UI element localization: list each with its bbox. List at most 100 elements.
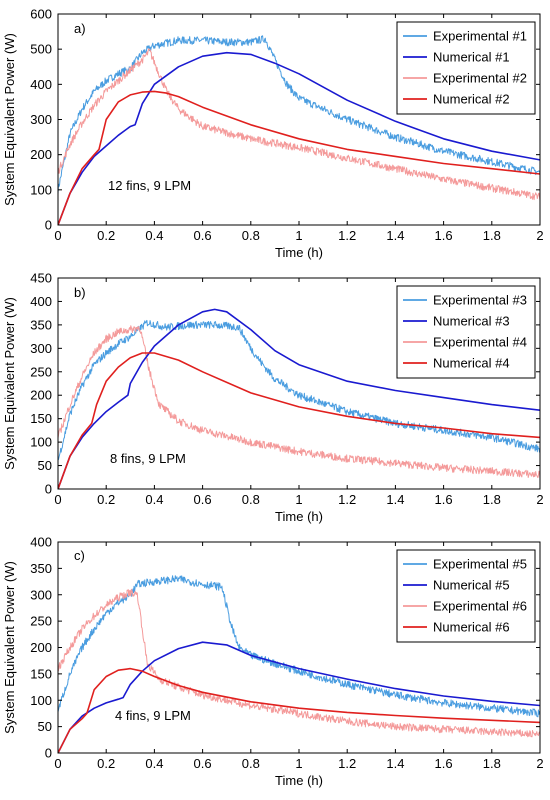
y-tick-label: 0	[45, 218, 52, 233]
panel-annotation: 4 fins, 9 LPM	[115, 708, 191, 723]
y-tick-label: 0	[45, 482, 52, 497]
y-axis-label: System Equivalent Power (W)	[2, 561, 17, 734]
y-axis-label: System Equivalent Power (W)	[2, 33, 17, 206]
legend-entry: Numerical #6	[433, 620, 510, 635]
x-tick-label: 0.2	[97, 228, 115, 243]
y-tick-label: 400	[30, 535, 52, 550]
x-tick-label: 1.4	[386, 756, 404, 771]
x-tick-label: 0.8	[242, 492, 260, 507]
x-tick-label: 1.2	[338, 492, 356, 507]
y-axis-label: System Equivalent Power (W)	[2, 297, 17, 470]
panel-label: b)	[74, 285, 86, 300]
series-line	[58, 48, 540, 201]
legend-entry: Experimental #1	[433, 29, 527, 44]
x-tick-label: 2	[536, 492, 543, 507]
x-tick-label: 0	[54, 492, 61, 507]
y-tick-label: 500	[30, 42, 52, 57]
panel-label: c)	[74, 548, 85, 563]
y-tick-label: 600	[30, 7, 52, 22]
x-axis-label: Time (h)	[275, 773, 323, 788]
legend-entry: Numerical #4	[433, 356, 510, 371]
x-tick-label: 0.6	[194, 756, 212, 771]
x-tick-label: 1	[295, 756, 302, 771]
y-tick-label: 200	[30, 147, 52, 162]
x-tick-label: 0.2	[97, 492, 115, 507]
y-tick-label: 0	[45, 746, 52, 761]
series-line	[58, 90, 540, 225]
series-line	[58, 667, 540, 753]
x-tick-label: 1.2	[338, 228, 356, 243]
x-tick-label: 0.6	[194, 492, 212, 507]
plot-area: 0 0.2 0.4 0.6 0.8 1 1.2 1.4 1.6 1.8 2 0 50 100 150 200 2…	[2, 271, 544, 525]
x-tick-label: 1.6	[435, 756, 453, 771]
x-tick-label: 0.4	[145, 492, 163, 507]
x-tick-label: 0.4	[145, 756, 163, 771]
series-line	[58, 588, 540, 738]
x-tick-label: 0.8	[242, 756, 260, 771]
series-line	[58, 575, 540, 718]
x-tick-label: 0.6	[194, 228, 212, 243]
legend: Experimental #5 Numerical #5 Experimental …	[396, 549, 536, 643]
series-line	[58, 641, 540, 753]
panel-c: c) 4 fins, 9 LPM 0 0.2 0.4 0.6 0.8 1 1.2 1.4 1.6…	[2, 535, 544, 789]
legend-entry: Experimental #5	[433, 557, 527, 572]
series-line	[58, 352, 540, 489]
x-tick-label: 1.6	[435, 492, 453, 507]
panel-a: a) 12 fins, 9 LPM 0 0.2 0.4 0.6 0.8 1 1.2 1.4 1.…	[2, 7, 544, 261]
y-tick-label: 300	[30, 341, 52, 356]
legend-entry: Experimental #3	[433, 293, 527, 308]
x-tick-label: 0.8	[242, 228, 260, 243]
panel-b: b) 8 fins, 9 LPM 0 0.2 0.4 0.6 0.8 1 1.2 1.4 1.6…	[2, 271, 544, 525]
y-tick-label: 300	[30, 112, 52, 127]
y-tick-label: 450	[30, 271, 52, 286]
x-tick-label: 1.8	[483, 756, 501, 771]
y-tick-label: 100	[30, 693, 52, 708]
legend-entry: Numerical #1	[433, 50, 510, 65]
x-tick-label: 1.8	[483, 228, 501, 243]
x-tick-label: 2	[536, 756, 543, 771]
x-tick-label: 2	[536, 228, 543, 243]
y-tick-label: 100	[30, 182, 52, 197]
x-tick-label: 0.4	[145, 228, 163, 243]
legend-entry: Experimental #4	[433, 335, 527, 350]
y-tick-label: 400	[30, 294, 52, 309]
x-tick-label: 1.8	[483, 492, 501, 507]
panel-annotation: 12 fins, 9 LPM	[108, 178, 191, 193]
legend-entry: Experimental #6	[433, 599, 527, 614]
legend-entry: Numerical #3	[433, 314, 510, 329]
y-tick-label: 200	[30, 640, 52, 655]
panel-label: a)	[74, 21, 86, 36]
y-tick-label: 250	[30, 364, 52, 379]
x-tick-label: 1.2	[338, 756, 356, 771]
y-tick-label: 250	[30, 614, 52, 629]
y-tick-label: 400	[30, 77, 52, 92]
series-line	[58, 308, 540, 489]
x-tick-label: 0	[54, 228, 61, 243]
series-line	[58, 35, 540, 194]
legend-entry: Experimental #2	[433, 71, 527, 86]
panel-annotation: 8 fins, 9 LPM	[110, 451, 186, 466]
plot-area: 0 0.2 0.4 0.6 0.8 1 1.2 1.4 1.6 1.8 2 0 100 200 300 400…	[2, 7, 544, 261]
y-tick-label: 50	[38, 458, 52, 473]
x-tick-label: 0.2	[97, 756, 115, 771]
x-axis-label: Time (h)	[275, 509, 323, 524]
x-tick-label: 1	[295, 228, 302, 243]
legend-entry: Numerical #2	[433, 92, 510, 107]
x-tick-label: 1.4	[386, 492, 404, 507]
y-tick-label: 200	[30, 388, 52, 403]
legend: Experimental #1 Numerical #1 Experimental …	[396, 21, 536, 115]
y-tick-label: 350	[30, 561, 52, 576]
x-tick-label: 1.4	[386, 228, 404, 243]
x-tick-label: 1	[295, 492, 302, 507]
y-tick-label: 50	[38, 719, 52, 734]
series-line	[58, 51, 540, 225]
y-tick-label: 300	[30, 587, 52, 602]
legend: Experimental #3 Numerical #3 Experimental …	[396, 285, 536, 379]
y-tick-label: 100	[30, 435, 52, 450]
y-tick-label: 350	[30, 317, 52, 332]
legend-entry: Numerical #5	[433, 578, 510, 593]
y-tick-label: 150	[30, 666, 52, 681]
y-tick-label: 150	[30, 411, 52, 426]
series-line	[58, 325, 540, 479]
